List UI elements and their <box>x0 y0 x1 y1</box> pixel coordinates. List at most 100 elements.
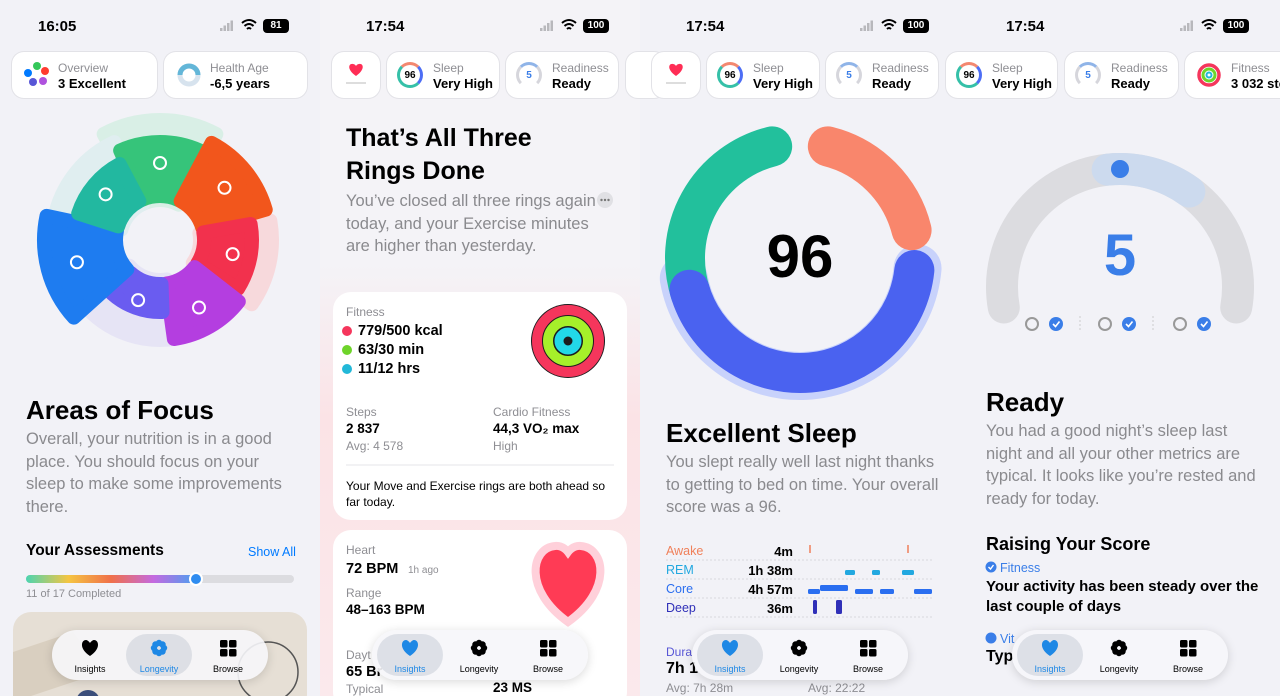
health-age-chip[interactable]: Health Age -6,5 years <box>164 52 307 98</box>
fitness-rings <box>342 304 614 466</box>
tab-icon <box>150 639 168 657</box>
readiness-badge: 5 <box>516 62 542 88</box>
screen-body: You had a good night’s sleep last night … <box>986 422 1256 508</box>
chip-value: 3 032 ste <box>1231 76 1280 91</box>
tab-bar: Insights Longevity Browse <box>372 630 588 680</box>
tab-item[interactable]: Longevity <box>446 634 512 676</box>
signal-bar <box>860 28 863 31</box>
more-button[interactable] <box>320 0 640 696</box>
heart-icon <box>721 640 739 656</box>
petal <box>152 641 159 648</box>
readiness-screen: 96 Sleep Very High 5 Readiness Ready Fit… <box>946 0 1280 696</box>
heart-chip[interactable] <box>332 52 380 98</box>
cardio-level: High <box>493 439 518 453</box>
tab-icon <box>401 640 419 656</box>
partial-value: 7h 1 <box>666 660 699 677</box>
chip-label: Sleep <box>433 61 464 75</box>
petal <box>190 217 259 296</box>
ring-segment <box>807 126 932 251</box>
rings-screen: 96 Sleep Very High 5 Readiness Ready Tha… <box>320 0 666 696</box>
card-title: Heart <box>346 543 376 557</box>
signal-bar <box>547 23 550 31</box>
focus-wheel <box>37 113 279 347</box>
tab-item[interactable]: Insights <box>1017 634 1083 676</box>
tag-label[interactable]: Fitness <box>1000 561 1041 575</box>
petal-icon <box>217 180 232 195</box>
tab-item[interactable]: Insights <box>377 634 443 676</box>
grid-square <box>549 649 557 657</box>
overview-chip[interactable]: Overview 3 Excellent <box>12 52 157 98</box>
partial-avg: Avg: 7h 28m <box>666 681 734 695</box>
check-mark <box>1125 321 1134 328</box>
tab-icon <box>540 640 557 657</box>
range-label: Range <box>346 586 382 600</box>
sleep-chip[interactable]: 96 Sleep Very High <box>946 52 1057 98</box>
overview-screen: Overview 3 Excellent Health Age -6,5 yea… <box>0 0 320 696</box>
readiness-badge: 5 <box>836 62 862 88</box>
chip-value: -6,5 years <box>210 76 270 91</box>
fitness-card[interactable]: Fitness 779/500 kcal 63/30 min 11/12 hrs… <box>333 292 627 520</box>
steps-value: 2 837 <box>346 421 380 436</box>
grid-square <box>1189 640 1197 648</box>
heart-icon <box>1041 640 1059 656</box>
petal-icon <box>131 293 146 308</box>
tab-item[interactable]: Browse <box>195 634 261 676</box>
tab-item[interactable]: Insights <box>57 634 123 676</box>
status-time: 16:05 <box>38 18 77 35</box>
grid-square <box>549 640 557 648</box>
tab-item[interactable]: Browse <box>515 634 581 676</box>
hypnogram <box>666 545 932 618</box>
stage-block <box>855 589 873 594</box>
screen-body: You’ve closed all three rings again toda… <box>346 192 596 255</box>
tab-label: Browse <box>852 664 883 674</box>
tab-item[interactable]: Browse <box>835 634 901 676</box>
signal-bar <box>1190 20 1193 31</box>
tag-check <box>985 561 997 644</box>
grid-square <box>220 640 228 648</box>
battery: 100 <box>1223 19 1249 33</box>
show-all-link[interactable]: Show All <box>248 545 296 559</box>
tab-label: Longevity <box>459 664 499 674</box>
wifi-icon <box>241 19 257 30</box>
petal <box>173 135 273 235</box>
status-time: 17:54 <box>686 18 725 35</box>
tab-bar: Insights Longevity Browse <box>52 630 268 680</box>
chip-value: Very High <box>753 76 813 91</box>
signal-bar <box>540 28 543 31</box>
sleep-chip[interactable]: 96 Sleep Very High <box>707 52 819 98</box>
tab-item[interactable]: Longevity <box>1086 634 1152 676</box>
chip-value: Very High <box>433 76 493 91</box>
fitness-chip[interactable]: Fitness 3 032 ste <box>1185 52 1280 98</box>
signal-bar <box>220 28 223 31</box>
steps-avg: Avg: 4 578 <box>346 439 404 453</box>
petal <box>104 265 170 319</box>
wifi-icon <box>561 19 577 30</box>
readiness-chip[interactable]: 5 Readiness Ready <box>826 52 938 98</box>
battery: 100 <box>903 19 929 33</box>
tab-icon <box>721 640 739 656</box>
screen-title: Areas of Focus <box>26 395 214 425</box>
heart-chip[interactable] <box>652 52 700 98</box>
tab-item[interactable]: Longevity <box>766 634 832 676</box>
tag-label[interactable]: Vit <box>1000 632 1015 646</box>
tab-icon <box>470 639 488 657</box>
signal-bar <box>863 25 866 31</box>
tab-item[interactable]: Longevity <box>126 634 192 676</box>
chip-label: Readiness <box>1111 61 1168 75</box>
tab-label: Browse <box>1172 664 1203 674</box>
stage-value: 36m <box>766 601 793 616</box>
readiness-chip[interactable]: 5 Readiness Ready <box>506 52 618 98</box>
stage-value: 1h 38m <box>748 563 793 578</box>
tab-item[interactable]: Insights <box>697 634 763 676</box>
readiness-badge: 5 <box>1075 62 1101 88</box>
metric-check <box>1197 317 1211 331</box>
chip-value: Ready <box>1111 76 1151 91</box>
sleep-chip[interactable]: 96 Sleep Very High <box>387 52 499 98</box>
readiness-chip[interactable]: 5 Readiness Ready <box>1065 52 1178 98</box>
tab-item[interactable]: Browse <box>1155 634 1221 676</box>
tab-icon <box>790 639 808 657</box>
partial-avg: Avg: 22:22 <box>808 681 866 695</box>
health-age-icon <box>177 63 201 87</box>
